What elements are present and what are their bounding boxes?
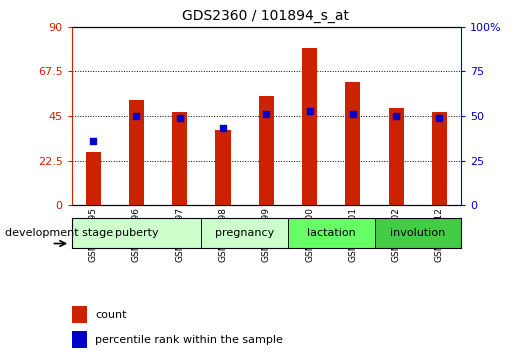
Bar [129,100,144,205]
Point [435,115,444,121]
Bar [346,82,360,205]
Bar [216,130,231,205]
Bar [72,218,201,248]
Point [132,113,141,119]
Text: lactation: lactation [307,228,356,238]
Point [219,126,227,131]
Bar [288,218,375,248]
Point [262,111,270,117]
Bar [259,96,274,205]
Text: pregnancy: pregnancy [215,228,275,238]
Point [89,138,98,144]
Text: puberty: puberty [114,228,158,238]
Point [392,113,401,119]
Bar [432,112,447,205]
Bar [172,112,187,205]
Point [175,115,184,121]
Text: count: count [95,310,127,320]
Text: percentile rank within the sample: percentile rank within the sample [95,335,283,344]
Bar [86,152,101,205]
Bar [201,218,288,248]
Bar [375,218,461,248]
Text: GDS2360 / 101894_s_at: GDS2360 / 101894_s_at [181,9,349,23]
Bar [388,108,404,205]
Text: development stage: development stage [5,228,113,238]
Point [305,108,314,113]
Bar [72,306,87,323]
Point [349,111,357,117]
Text: involution: involution [390,228,445,238]
Bar [302,48,317,205]
Bar [72,331,87,348]
